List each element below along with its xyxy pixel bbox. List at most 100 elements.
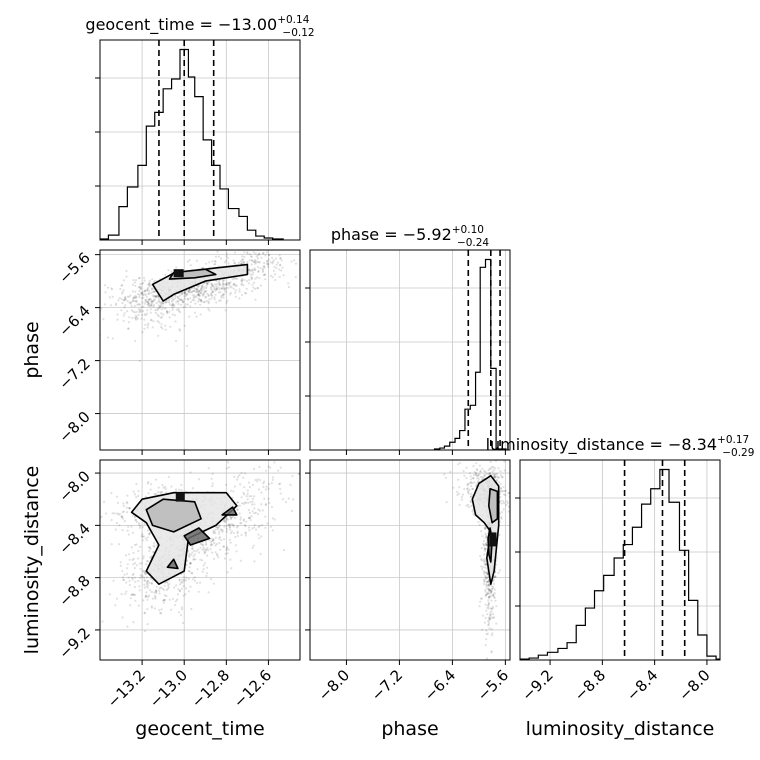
2d-luminosity-distance-vs-geocent-time-point-841	[146, 560, 149, 563]
2d-luminosity-distance-vs-geocent-time-point-735	[251, 527, 254, 530]
2d-luminosity-distance-vs-geocent-time-point-434	[112, 579, 115, 582]
2d-phase-vs-geocent-time-point-863	[251, 259, 254, 262]
2d-phase-vs-geocent-time-point-620	[123, 306, 126, 309]
2d-phase-vs-geocent-time-point-167	[195, 288, 198, 291]
2d-luminosity-distance-vs-geocent-time-point-477	[143, 586, 146, 589]
title-geocent-time-lower: −0.12	[282, 27, 314, 39]
2d-phase-vs-geocent-time-point-666	[147, 286, 150, 289]
2d-luminosity-distance-vs-geocent-time-point-871	[242, 519, 245, 522]
2d-phase-vs-geocent-time-point-593	[146, 289, 149, 292]
2d-luminosity-distance-vs-phase-point-796	[482, 565, 485, 569]
2d-phase-vs-geocent-time-point-739	[162, 302, 165, 305]
2d-luminosity-distance-vs-geocent-time-point-403	[256, 478, 259, 481]
2d-phase-vs-geocent-time-point-632	[146, 326, 149, 329]
2d-luminosity-distance-vs-phase-point-3	[477, 477, 480, 480]
2d-luminosity-distance-vs-phase-point-257	[506, 501, 509, 504]
2d-luminosity-distance-vs-geocent-time-point-211	[110, 492, 113, 495]
2d-luminosity-distance-vs-geocent-time-point-28	[128, 506, 131, 510]
2d-luminosity-distance-vs-phase-point-328	[512, 484, 514, 486]
2d-luminosity-distance-vs-phase-point-795	[482, 570, 485, 573]
2d-luminosity-distance-vs-geocent-time-point-1121	[125, 572, 129, 575]
2d-luminosity-distance-vs-geocent-time-point-1177	[137, 549, 140, 553]
2d-luminosity-distance-vs-geocent-time-point-163	[118, 512, 121, 515]
2d-luminosity-distance-vs-phase-point-345	[499, 486, 502, 490]
2d-phase-vs-geocent-time-point-990	[256, 260, 259, 263]
2d-luminosity-distance-vs-geocent-time-point-83	[126, 502, 129, 505]
2d-luminosity-distance-vs-phase-point-553	[486, 581, 489, 584]
2d-luminosity-distance-vs-geocent-time-point-817	[245, 495, 248, 498]
2d-phase-vs-geocent-time-point-157	[223, 289, 226, 292]
2d-luminosity-distance-vs-phase-point-652	[488, 595, 491, 598]
2d-luminosity-distance-vs-geocent-time-point-1028	[146, 580, 149, 583]
2d-luminosity-distance-vs-phase-point-496	[489, 611, 492, 614]
2d-luminosity-distance-vs-phase-point-544	[483, 558, 486, 561]
2d-phase-vs-geocent-time-point-5	[191, 298, 194, 301]
2d-phase-vs-geocent-time-point-290	[214, 293, 217, 296]
2d-phase-vs-geocent-time-point-236	[171, 306, 174, 310]
2d-phase-vs-geocent-time-point-845	[174, 339, 178, 343]
2d-luminosity-distance-vs-phase-point-558	[480, 559, 483, 562]
2d-luminosity-distance-vs-geocent-time-point-65	[146, 536, 149, 539]
2d-phase-vs-geocent-time-point-600	[143, 318, 146, 321]
2d-luminosity-distance-vs-phase-point-88	[468, 472, 472, 475]
2d-phase-vs-geocent-time-point-149	[213, 296, 216, 299]
2d-phase-vs-geocent-time-point-929	[263, 273, 266, 276]
2d-luminosity-distance-vs-geocent-time-point-249	[189, 471, 192, 474]
2d-luminosity-distance-vs-geocent-time-point-674	[235, 550, 238, 553]
2d-luminosity-distance-vs-geocent-time-point-998	[192, 578, 195, 581]
2d-luminosity-distance-vs-geocent-time-point-882	[139, 574, 142, 577]
2d-phase-vs-geocent-time-point-288	[197, 293, 200, 296]
2d-luminosity-distance-vs-geocent-time-point-1192	[165, 580, 168, 584]
2d-luminosity-distance-vs-geocent-time-point-693	[232, 525, 235, 528]
2d-luminosity-distance-vs-geocent-time-point-993	[150, 582, 153, 585]
2d-luminosity-distance-vs-phase-point-223	[526, 501, 528, 503]
2d-luminosity-distance-vs-geocent-time-point-362	[261, 509, 264, 512]
2d-phase-vs-geocent-time-point-970	[267, 253, 271, 257]
ytick-label-luminosity-distance-2: −8.4	[55, 519, 93, 557]
2d-luminosity-distance-vs-geocent-time-point-218	[132, 531, 135, 535]
2d-phase-vs-geocent-time-point-213	[234, 284, 237, 287]
2d-phase-vs-geocent-time-point-42	[148, 282, 151, 285]
xtick-label-geocent-time-3: −12.6	[230, 666, 275, 711]
2d-luminosity-distance-vs-geocent-time-point-1153	[193, 576, 196, 579]
2d-phase-vs-geocent-time-point-727	[171, 313, 174, 316]
2d-luminosity-distance-vs-geocent-time-point-323	[212, 532, 215, 535]
2d-luminosity-distance-vs-phase-point-148	[493, 475, 496, 479]
2d-phase-vs-geocent-time-point-975	[240, 262, 243, 265]
2d-phase-vs-geocent-time-point-81	[234, 289, 237, 292]
2d-phase-vs-geocent-time-point-681	[184, 297, 187, 300]
2d-luminosity-distance-vs-phase-point-809	[481, 568, 484, 571]
2d-luminosity-distance-vs-geocent-time-point-1101	[119, 561, 122, 564]
2d-luminosity-distance-vs-phase-point-934	[494, 599, 497, 602]
2d-luminosity-distance-vs-phase-point-101	[502, 490, 505, 493]
2d-luminosity-distance-vs-geocent-time-point-547	[260, 535, 263, 538]
2d-luminosity-distance-vs-phase-point-516	[485, 571, 488, 575]
2d-phase-vs-geocent-time-point-665	[158, 306, 162, 309]
2d-luminosity-distance-vs-geocent-time-point-948	[207, 591, 210, 594]
ytick-label-phase-1: −7.2	[55, 355, 93, 393]
2d-luminosity-distance-vs-geocent-time-point-936	[268, 501, 271, 505]
2d-phase-vs-geocent-time-point-426	[117, 299, 120, 302]
2d-phase-vs-geocent-time-point-763	[124, 298, 127, 301]
2d-luminosity-distance-vs-phase-point-675	[492, 593, 495, 596]
2d-luminosity-distance-vs-phase-point-748	[484, 644, 487, 647]
2d-luminosity-distance-vs-geocent-time-point-878	[262, 482, 265, 485]
2d-luminosity-distance-vs-geocent-time-point-203	[243, 493, 246, 496]
2d-luminosity-distance-vs-geocent-time-point-764	[258, 537, 261, 540]
2d-luminosity-distance-vs-phase-point-298	[504, 494, 507, 497]
2d-phase-vs-geocent-time-point-482	[253, 281, 256, 284]
2d-luminosity-distance-vs-phase-point-745	[488, 588, 491, 592]
2d-luminosity-distance-vs-phase-point-891	[489, 588, 492, 592]
2d-luminosity-distance-vs-phase-point-375	[458, 486, 461, 489]
2d-luminosity-distance-vs-geocent-time-point-640	[225, 530, 228, 533]
2d-luminosity-distance-vs-phase-point-75	[511, 506, 513, 508]
2d-luminosity-distance-vs-phase-point-113	[505, 503, 508, 507]
2d-phase-vs-geocent-time-point-817	[138, 293, 141, 296]
2d-phase-vs-geocent-time-point-592	[210, 282, 213, 285]
2d-luminosity-distance-vs-geocent-time-point-371	[251, 510, 254, 513]
2d-luminosity-distance-vs-geocent-time-point-414	[228, 538, 231, 541]
2d-luminosity-distance-vs-geocent-time-point-357	[244, 534, 247, 537]
2d-phase-vs-geocent-time-point-802	[207, 300, 210, 303]
2d-luminosity-distance-vs-phase-point-683	[480, 530, 483, 533]
2d-luminosity-distance-vs-geocent-time-point-269	[141, 533, 144, 536]
